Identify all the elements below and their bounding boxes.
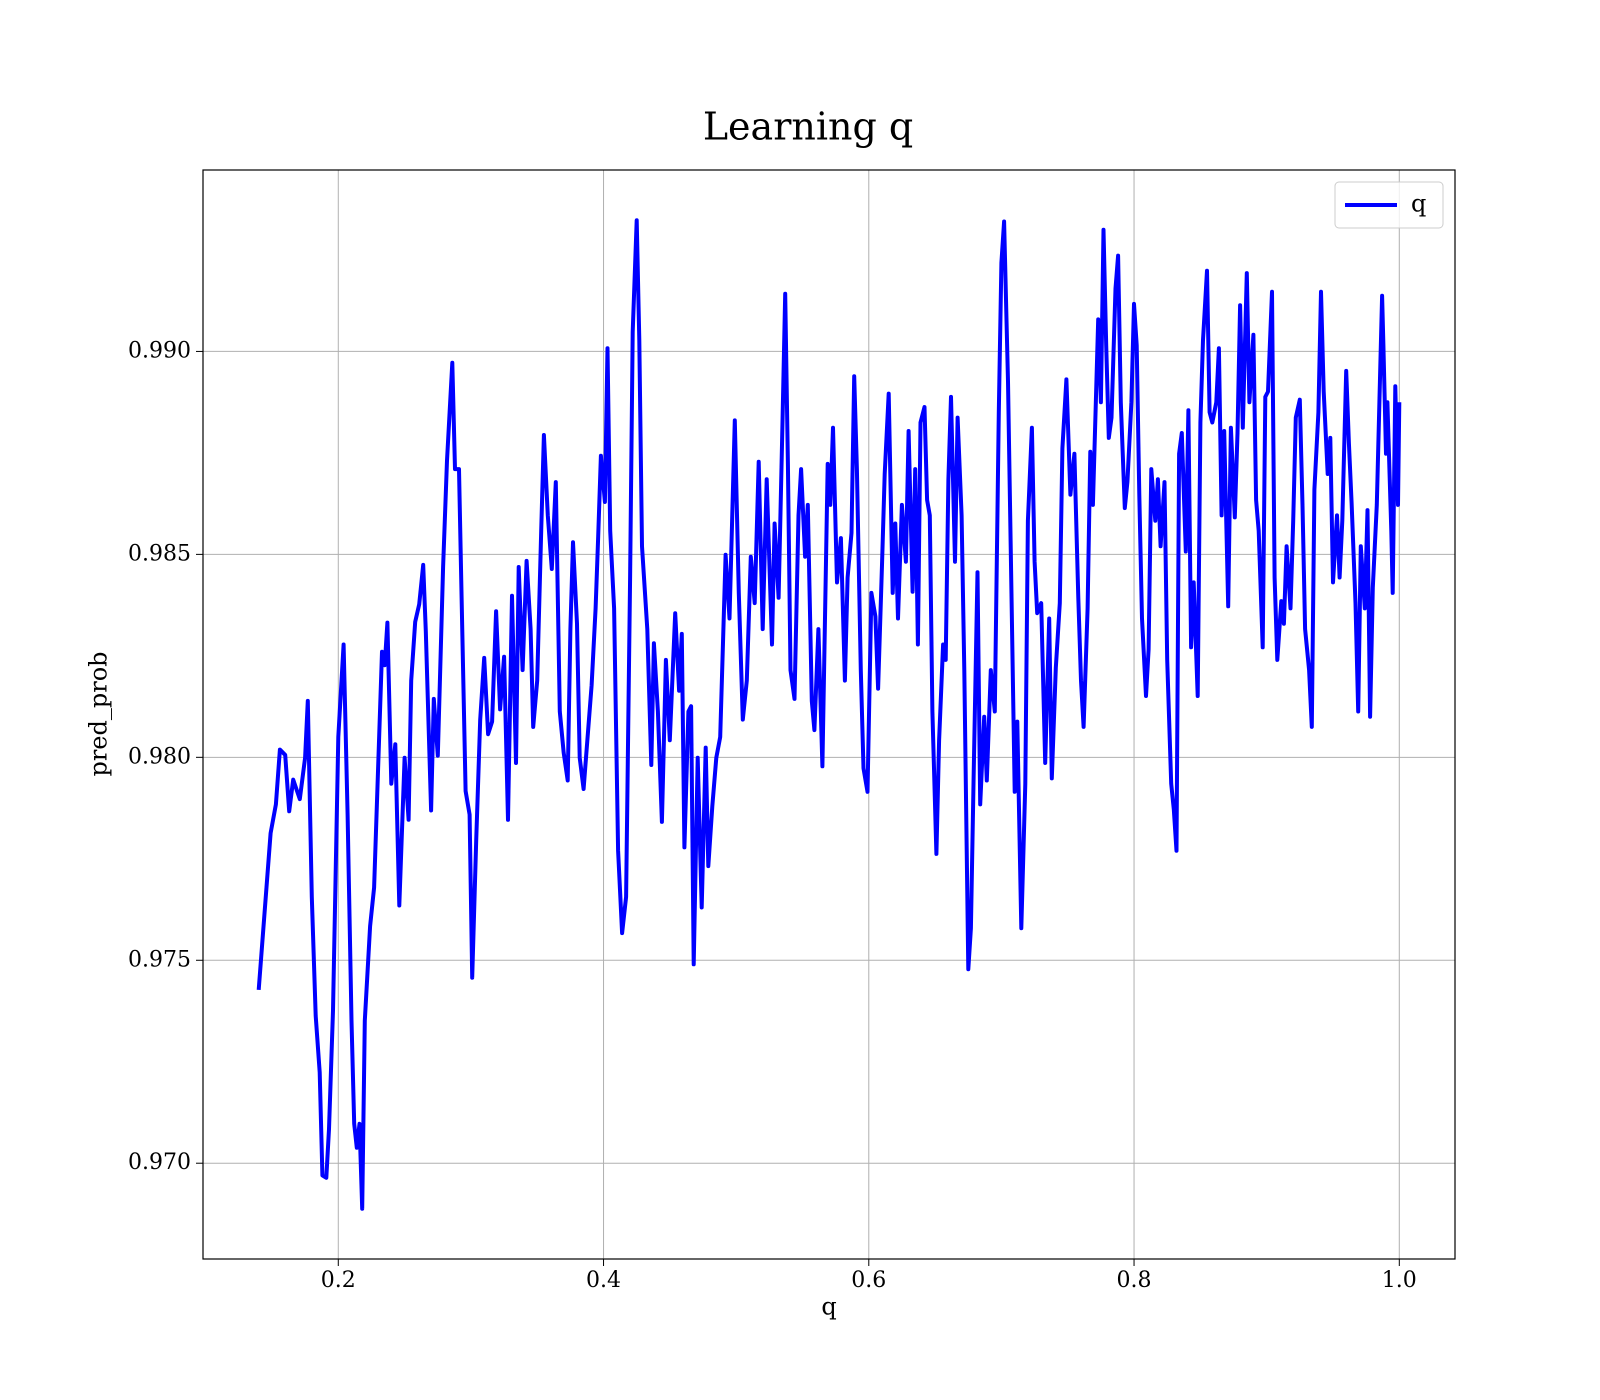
data-line	[256, 218, 1402, 1211]
legend-label: q	[1411, 190, 1426, 218]
y-tick-label: 0.975	[128, 947, 191, 972]
y-tick-label: 0.985	[128, 541, 191, 566]
x-tick-label: 0.4	[586, 1268, 621, 1293]
y-tick-label: 0.970	[128, 1150, 191, 1175]
y-tick-label: 0.990	[128, 338, 191, 363]
plot-frame	[202, 169, 1456, 1260]
x-tick-label: 0.6	[851, 1268, 886, 1293]
x-axis-label: q	[821, 1293, 836, 1321]
x-tick-label: 0.2	[321, 1268, 356, 1293]
x-tick-label: 0.8	[1117, 1268, 1152, 1293]
chart-title: Learning q	[703, 105, 913, 149]
x-tick-label: 1.0	[1382, 1268, 1417, 1293]
y-axis-label: pred_prob	[85, 651, 113, 776]
y-tick-label: 0.980	[128, 744, 191, 769]
